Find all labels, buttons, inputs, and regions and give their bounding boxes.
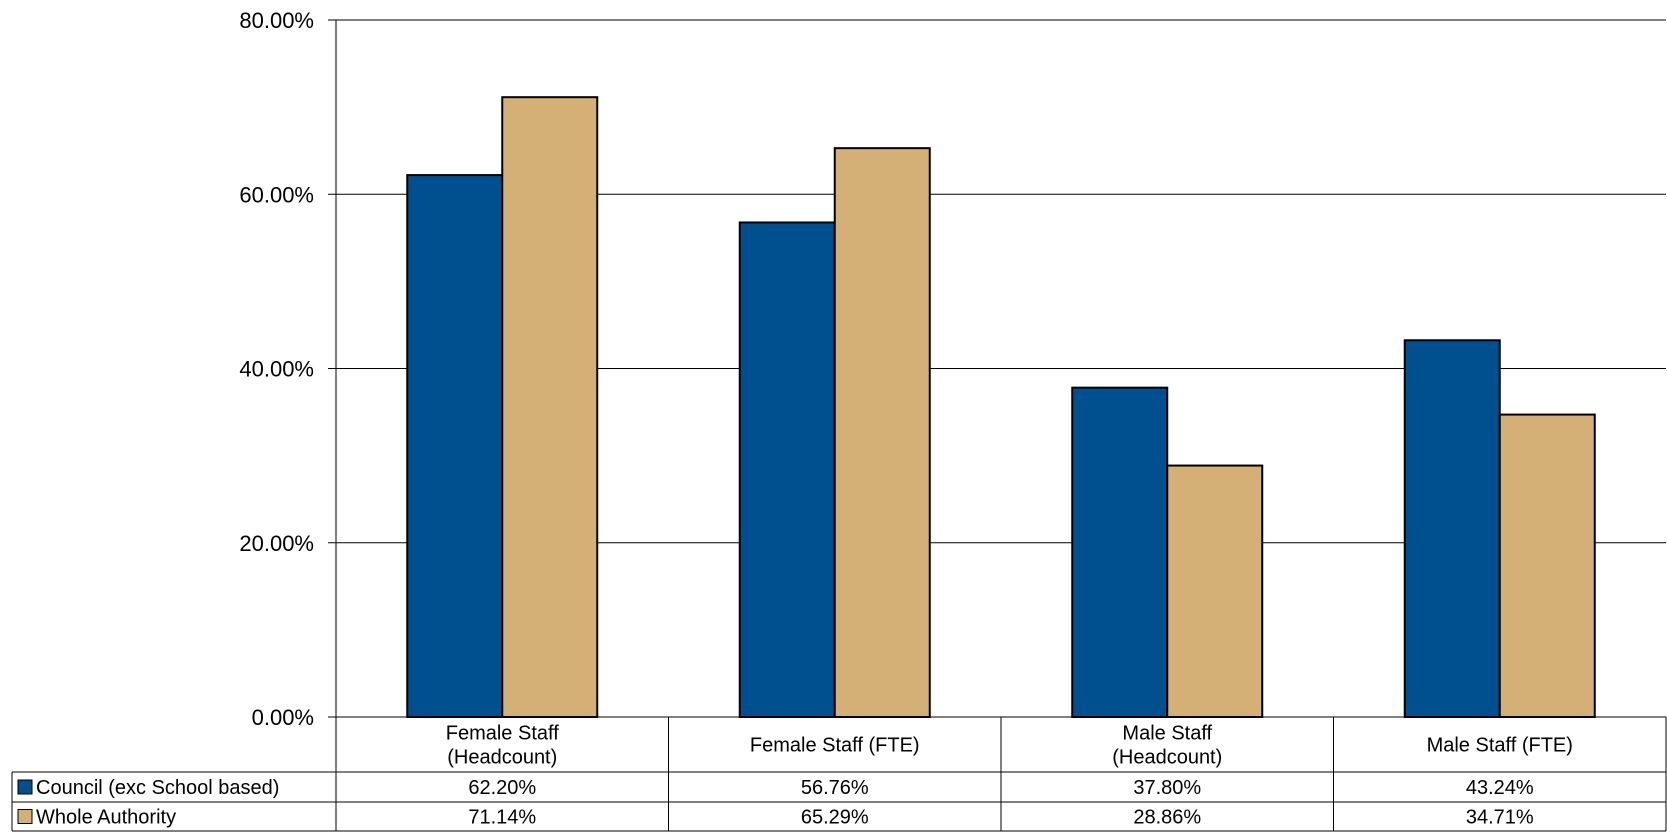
bar-whole-authority — [833, 147, 931, 718]
y-tick-label: 80.00% — [239, 8, 314, 33]
data-table-value: 43.24% — [1466, 777, 1534, 799]
data-table-value: 65.29% — [801, 807, 869, 829]
x-category-label: Male Staff (Headcount) — [1112, 723, 1222, 769]
y-tick-label: 20.00% — [239, 531, 314, 556]
x-category-label: Female Staff (Headcount) — [446, 723, 559, 769]
data-table-value: 37.80% — [1133, 777, 1201, 799]
x-category-label: Male Staff (FTE) — [1427, 735, 1573, 757]
bar-whole-authority — [1166, 464, 1264, 718]
bar-council — [738, 221, 836, 719]
data-table-value: 62.20% — [468, 777, 536, 799]
y-tick-label: 40.00% — [239, 357, 314, 382]
data-table-value: 34.71% — [1466, 807, 1534, 829]
legend-label: Whole Authority — [36, 807, 176, 829]
bar-council — [1403, 339, 1501, 718]
legend-key-whole-authority — [17, 809, 33, 824]
data-table-value: 71.14% — [468, 807, 536, 829]
bar-council — [406, 174, 504, 718]
data-table-value: 56.76% — [801, 777, 869, 799]
legend-key-council — [17, 779, 33, 795]
legend-label: Council (exc School based) — [36, 777, 279, 799]
x-category-label: Female Staff (FTE) — [750, 735, 920, 757]
y-tick-label: 60.00% — [239, 182, 314, 207]
y-tick-label: 0.00% — [252, 705, 314, 730]
data-table-value: 28.86% — [1133, 807, 1201, 829]
bar-whole-authority — [1498, 413, 1596, 718]
bar-whole-authority — [501, 96, 599, 718]
bar-council — [1071, 386, 1169, 718]
